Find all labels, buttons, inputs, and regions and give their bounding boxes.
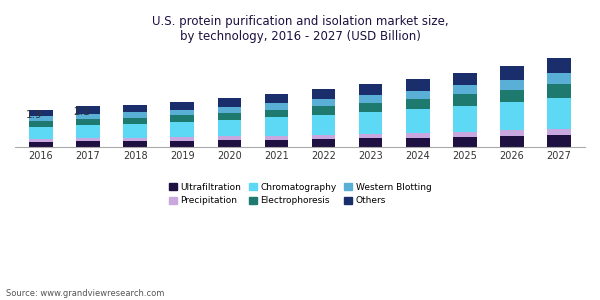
Bar: [29, 121, 53, 127]
Bar: [76, 106, 100, 114]
Bar: [406, 99, 430, 109]
Bar: [547, 74, 571, 84]
Bar: [218, 113, 241, 120]
Bar: [406, 138, 430, 147]
Bar: [76, 119, 100, 125]
Text: 1.9: 1.9: [26, 110, 43, 120]
Bar: [312, 99, 335, 106]
Bar: [265, 103, 288, 110]
Bar: [547, 129, 571, 135]
Bar: [170, 141, 194, 147]
Bar: [29, 142, 53, 147]
Bar: [406, 91, 430, 99]
Bar: [29, 127, 53, 139]
Bar: [312, 139, 335, 147]
Bar: [124, 112, 147, 118]
Text: Source: www.grandviewresearch.com: Source: www.grandviewresearch.com: [6, 290, 164, 298]
Bar: [312, 115, 335, 135]
Bar: [500, 136, 524, 147]
Bar: [218, 140, 241, 147]
Bar: [406, 109, 430, 133]
Bar: [265, 136, 288, 140]
Bar: [547, 98, 571, 129]
Bar: [359, 138, 382, 147]
Bar: [29, 116, 53, 121]
Bar: [170, 122, 194, 137]
Bar: [359, 84, 382, 95]
Bar: [265, 110, 288, 117]
Bar: [312, 89, 335, 99]
Bar: [547, 135, 571, 147]
Bar: [265, 94, 288, 103]
Bar: [218, 98, 241, 107]
Bar: [359, 134, 382, 138]
Bar: [124, 124, 147, 138]
Bar: [218, 136, 241, 140]
Bar: [359, 95, 382, 103]
Bar: [124, 118, 147, 124]
Title: U.S. protein purification and isolation market size,
by technology, 2016 - 2027 : U.S. protein purification and isolation …: [152, 15, 448, 43]
Bar: [500, 102, 524, 130]
Bar: [547, 84, 571, 98]
Bar: [453, 94, 476, 106]
Bar: [218, 120, 241, 136]
Bar: [453, 132, 476, 137]
Bar: [265, 140, 288, 147]
Bar: [218, 107, 241, 113]
Bar: [124, 141, 147, 147]
Bar: [312, 106, 335, 115]
Bar: [29, 139, 53, 142]
Bar: [500, 66, 524, 80]
Bar: [453, 85, 476, 94]
Bar: [170, 110, 194, 116]
Bar: [547, 58, 571, 74]
Bar: [124, 105, 147, 112]
Text: 2.1: 2.1: [73, 107, 89, 118]
Bar: [124, 138, 147, 141]
Bar: [453, 73, 476, 85]
Bar: [170, 116, 194, 122]
Bar: [76, 138, 100, 141]
Bar: [453, 137, 476, 147]
Legend: Ultrafiltration, Precipitation, Chromatography, Electrophoresis, Western Blottin: Ultrafiltration, Precipitation, Chromato…: [165, 179, 435, 209]
Bar: [170, 137, 194, 141]
Bar: [406, 79, 430, 91]
Bar: [265, 117, 288, 136]
Bar: [29, 110, 53, 116]
Bar: [500, 90, 524, 102]
Bar: [500, 130, 524, 136]
Bar: [312, 135, 335, 139]
Bar: [359, 103, 382, 112]
Bar: [453, 106, 476, 132]
Bar: [359, 112, 382, 134]
Bar: [500, 80, 524, 90]
Bar: [76, 114, 100, 119]
Bar: [170, 102, 194, 110]
Bar: [76, 125, 100, 138]
Bar: [76, 141, 100, 147]
Bar: [406, 133, 430, 138]
